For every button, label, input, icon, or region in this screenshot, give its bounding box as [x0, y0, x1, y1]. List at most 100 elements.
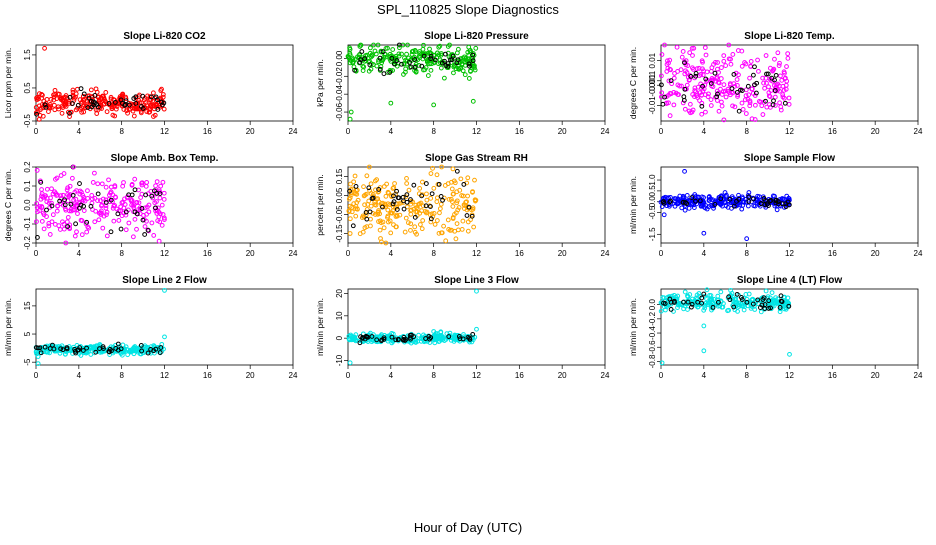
data-point: [708, 97, 714, 103]
data-point: [718, 201, 724, 207]
data-point-outlier: [682, 168, 687, 174]
data-point: [349, 209, 355, 215]
x-tick-label: 24: [601, 371, 610, 380]
data-point-outlier: [431, 102, 437, 108]
data-point-secondary: [412, 214, 418, 220]
data-point: [67, 183, 73, 189]
chart-panel-5: Slope Gas Stream RH 0 4 8 12 16 20 24 -0.15-0.05…: [315, 153, 610, 258]
data-point: [130, 234, 136, 240]
data-point: [780, 83, 786, 89]
data-point: [704, 69, 710, 75]
data-point-secondary: [739, 88, 745, 94]
data-point: [353, 203, 359, 209]
data-point: [715, 60, 720, 65]
data-point-secondary: [408, 336, 413, 342]
data-point-secondary: [106, 349, 112, 354]
data-point: [403, 215, 409, 221]
data-point-secondary: [408, 197, 413, 202]
chart-panel-4: Slope Amb. Box Temp. 0 4 8 12 16 20 24 -0.2 -0.1 0…: [3, 153, 298, 258]
data-point: [412, 48, 418, 53]
data-point-secondary: [685, 299, 691, 305]
data-point-outlier: [347, 231, 353, 236]
data-point: [95, 198, 100, 204]
data-point: [423, 65, 429, 70]
data-point-secondary: [353, 184, 359, 189]
data-point-secondary: [753, 90, 759, 96]
data-point: [734, 77, 740, 82]
data-point: [439, 230, 445, 236]
data-point: [708, 304, 714, 310]
data-point-secondary: [699, 295, 705, 301]
data-point: [419, 226, 425, 232]
data-point: [405, 42, 410, 48]
data-point: [693, 89, 699, 95]
data-point-secondary: [381, 71, 387, 77]
data-point: [700, 72, 706, 78]
data-point: [706, 91, 711, 97]
data-point-secondary: [88, 203, 94, 209]
data-point: [704, 287, 710, 293]
data-point-secondary: [350, 223, 356, 229]
data-point: [376, 209, 381, 215]
data-point: [699, 203, 704, 209]
y-tick-label: 1.0: [648, 174, 657, 186]
data-point: [420, 218, 426, 223]
data-point: [148, 104, 154, 110]
x-tick-label: 12: [160, 371, 169, 380]
y-axis-label: degrees C per min.: [3, 169, 13, 241]
y-axis-label: ml/min per min.: [315, 298, 325, 356]
data-point: [736, 199, 742, 205]
data-point-secondary: [139, 206, 145, 211]
data-point: [705, 94, 711, 100]
data-point-outlier: [35, 361, 41, 366]
data-point: [707, 293, 712, 298]
data-point-secondary: [776, 201, 781, 207]
data-point-secondary: [133, 101, 139, 106]
data-point: [434, 199, 440, 205]
data-point: [146, 209, 152, 215]
data-point-secondary: [58, 346, 64, 352]
y-tick-label: 20: [335, 288, 344, 297]
x-tick-label: 20: [871, 371, 880, 380]
data-point-secondary: [140, 217, 146, 223]
data-point: [52, 91, 58, 97]
data-point: [761, 80, 766, 86]
data-point: [430, 165, 435, 171]
data-point-secondary: [411, 182, 417, 188]
data-point: [692, 88, 698, 94]
data-point: [714, 88, 720, 94]
data-point: [703, 52, 709, 58]
data-point: [441, 223, 447, 229]
data-point: [378, 236, 383, 241]
x-tick-label: 24: [914, 249, 923, 258]
data-point-secondary: [100, 344, 106, 350]
data-point: [445, 181, 451, 187]
data-point-secondary: [347, 188, 352, 194]
data-point-secondary: [72, 346, 78, 352]
data-point: [435, 50, 440, 56]
data-point-secondary: [81, 91, 87, 97]
data-point-secondary: [680, 199, 686, 205]
data-point-secondary: [436, 181, 442, 187]
data-point: [65, 109, 71, 115]
data-point: [716, 108, 722, 114]
data-point: [437, 43, 443, 49]
data-point: [463, 199, 469, 205]
data-point: [361, 193, 367, 199]
data-point: [376, 219, 381, 224]
data-point: [58, 201, 63, 207]
data-point: [697, 98, 702, 103]
data-point: [130, 103, 135, 109]
data-point: [394, 213, 400, 219]
data-point: [763, 53, 769, 58]
data-point-secondary: [731, 203, 737, 209]
data-point-secondary: [123, 209, 129, 215]
panel-title: Slope Li-820 Pressure: [424, 31, 529, 42]
data-point-secondary: [49, 203, 55, 209]
data-point: [699, 100, 705, 106]
data-point: [54, 208, 60, 214]
data-point-secondary: [699, 103, 705, 109]
data-point-secondary: [443, 51, 448, 57]
data-point-secondary: [746, 194, 752, 200]
